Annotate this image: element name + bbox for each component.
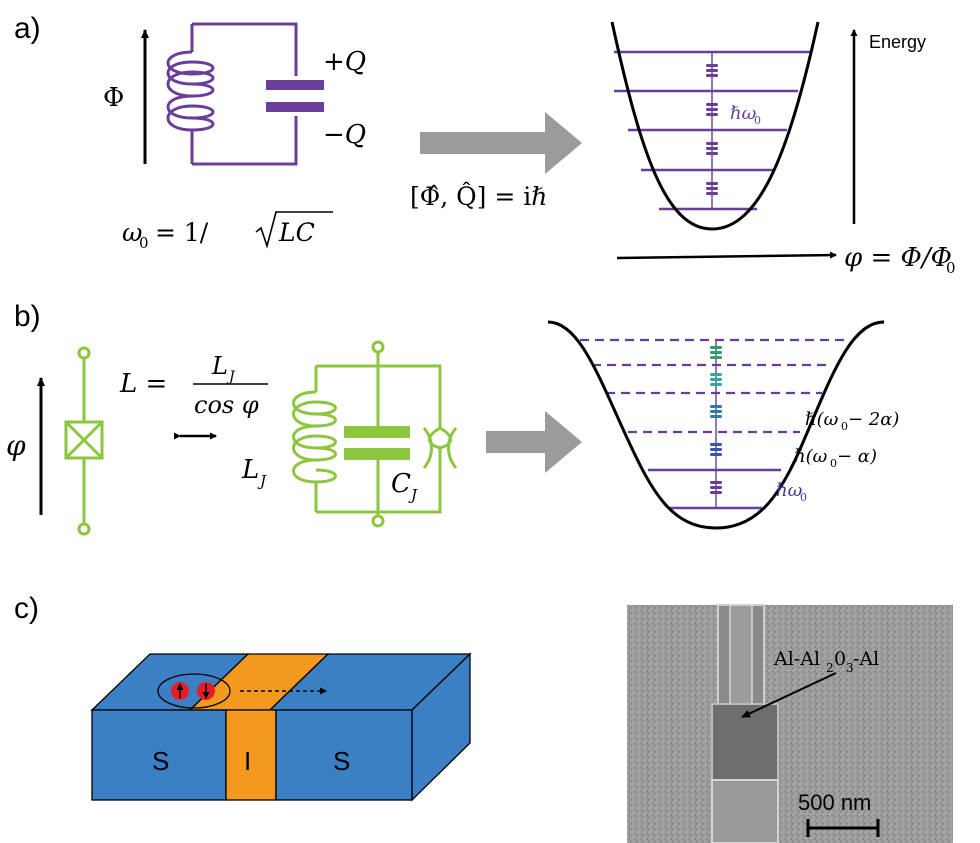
panel-c-label: c) bbox=[14, 592, 39, 625]
L-eq-label: L = bbox=[119, 369, 167, 399]
flux-label: Φ bbox=[103, 83, 124, 113]
josephson-junction-symbol bbox=[64, 346, 104, 536]
frequency-formula: ω 0 = 1/ LC bbox=[122, 211, 333, 252]
junction-material-a: Al-Al bbox=[773, 648, 820, 670]
level3-label: ℏ(ω bbox=[805, 409, 839, 430]
phase-axis bbox=[616, 251, 837, 260]
charge-minus-label: −Q bbox=[323, 120, 366, 150]
capacitor-CJ-bottom bbox=[344, 448, 410, 460]
junction-pointer bbox=[741, 672, 837, 718]
sem-background bbox=[627, 605, 953, 843]
panel-c: c) S I S bbox=[14, 592, 953, 843]
freq-sub: 0 bbox=[139, 234, 149, 252]
panel-a: a) Φ +Q −Q ω 0 = 1/ LC [Φ̂, Q̂] = iℏ bbox=[14, 12, 956, 277]
insulator-label: I bbox=[244, 746, 251, 776]
circuit-top-wire bbox=[316, 364, 442, 428]
potential-well bbox=[610, 21, 820, 231]
panel-a-label: a) bbox=[14, 12, 41, 45]
phase-axis-label: φ = Φ/Φ bbox=[844, 243, 952, 273]
inductance-formula: L = L J cos φ bbox=[119, 352, 268, 419]
sqrt-sign bbox=[255, 211, 333, 249]
circuit-bottom-wire bbox=[316, 470, 442, 514]
capacitor-plate-top bbox=[266, 80, 324, 90]
insulator-front bbox=[225, 709, 277, 801]
left-S-label: S bbox=[152, 746, 169, 776]
freq-omega: ω bbox=[122, 218, 142, 247]
level1-label: ℏω bbox=[776, 480, 803, 501]
level-spacing-sub: 0 bbox=[754, 114, 761, 127]
junction-material-sub2: 3 bbox=[846, 661, 854, 675]
cosine-well bbox=[547, 320, 885, 530]
sem-micrograph: Al-Al 2 0 3 -Al 500 nm bbox=[627, 604, 953, 843]
CJ-sub: J bbox=[408, 486, 418, 504]
CJ-label: C bbox=[391, 469, 411, 499]
level1-sub: 0 bbox=[800, 491, 807, 504]
capacitor-plate-bottom bbox=[266, 102, 324, 112]
lower-electrode bbox=[711, 779, 779, 843]
energy-axis-label: Energy bbox=[869, 32, 926, 52]
harmonic-potential: ℏω 0 bbox=[610, 21, 820, 231]
L-num-sub: J bbox=[226, 369, 236, 385]
L-num: L bbox=[211, 352, 228, 380]
anharmonic-springs bbox=[710, 346, 722, 494]
right-S-label: S bbox=[333, 746, 350, 776]
phase-axis-sub: 0 bbox=[946, 259, 956, 277]
junction-material-b: 0 bbox=[834, 648, 846, 670]
LJ-sub: J bbox=[257, 472, 267, 490]
level2-sub: 0 bbox=[830, 457, 837, 470]
cooper-pair bbox=[157, 673, 231, 709]
LJ-label: L bbox=[241, 455, 259, 485]
L-den: cos φ bbox=[194, 391, 259, 419]
cooper-pair-outline bbox=[157, 673, 231, 709]
transition-arrow bbox=[486, 411, 582, 473]
lc-bottom-wire bbox=[192, 116, 298, 166]
left-electrode-front bbox=[91, 709, 227, 801]
charge-plus-label: +Q bbox=[323, 47, 366, 77]
right-electrode-front bbox=[275, 709, 413, 801]
commutator-formula: [Φ̂, Q̂] = iℏ bbox=[410, 182, 547, 211]
scale-bar bbox=[806, 819, 880, 837]
level-spacing-label: ℏω bbox=[730, 103, 757, 124]
dashed-levels bbox=[580, 338, 846, 434]
level2-tail: − α) bbox=[837, 446, 877, 467]
junction-element bbox=[422, 426, 458, 470]
inductor-LJ bbox=[292, 390, 337, 512]
level3-tail: − 2α) bbox=[848, 409, 899, 430]
transition-springs bbox=[706, 64, 718, 195]
junction-material-sub1: 2 bbox=[826, 661, 834, 675]
panel-b: b) φ L = L J cos φ bbox=[6, 300, 899, 536]
junction-terminal-top bbox=[77, 346, 91, 360]
level3-sub: 0 bbox=[841, 420, 848, 433]
freq-radicand: LC bbox=[278, 218, 315, 247]
lc-top-wire bbox=[192, 22, 298, 76]
quantization-arrow bbox=[420, 112, 582, 174]
scale-bar-label: 500 nm bbox=[798, 790, 871, 815]
junction-circuit bbox=[292, 340, 458, 528]
lc-circuit bbox=[166, 22, 298, 166]
panel-b-label: b) bbox=[14, 300, 41, 333]
anharmonic-potential: ℏω 0 ℏ(ω 0 − α) ℏ(ω 0 − 2α) bbox=[547, 320, 899, 530]
junction-terminal-bottom bbox=[77, 522, 91, 536]
sis-junction-block bbox=[90, 652, 472, 802]
junction-material-c: -Al bbox=[853, 648, 879, 670]
level2-label: ℏ(ω bbox=[794, 446, 828, 467]
capacitor-CJ-top bbox=[344, 426, 410, 438]
freq-rhs: = 1/ bbox=[155, 218, 209, 247]
inductor-coil bbox=[166, 50, 215, 140]
phase-label: φ bbox=[6, 429, 26, 462]
